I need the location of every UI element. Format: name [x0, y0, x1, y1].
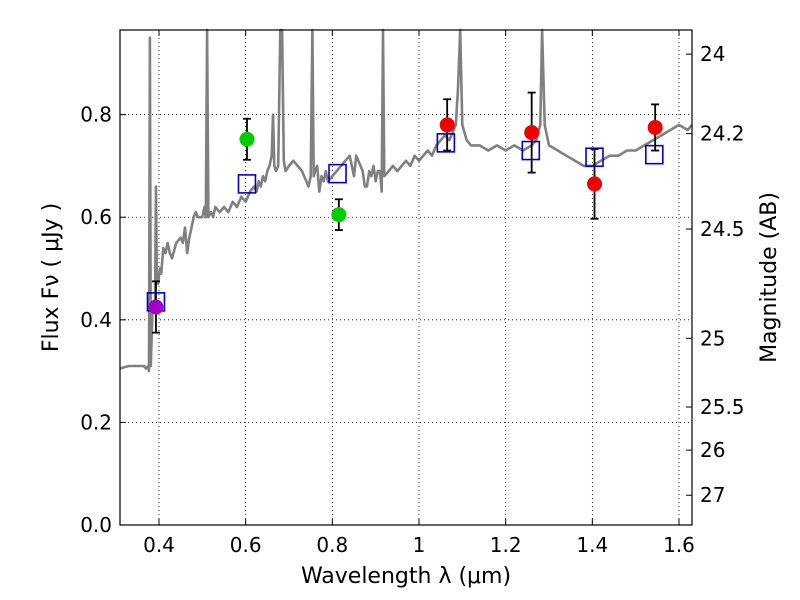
model-sed-line: [119, 28, 693, 373]
y2-tick-label: 25.5: [700, 395, 745, 419]
observed-point: [331, 207, 347, 223]
observed-photometry-layer: [148, 117, 663, 315]
observed-point: [439, 117, 455, 133]
observed-point: [239, 131, 255, 147]
y-tick-label: 0.8: [80, 103, 112, 127]
model-photometry-square: [237, 174, 257, 194]
observed-point: [587, 176, 602, 192]
x-tick-label: 1.2: [490, 533, 522, 557]
x-tick-label: 1.6: [663, 533, 695, 557]
tick-layer: 0.4 0.6 0.8 1 1.2 1.4 1.6 0.0 0.2 0.4 0.6 0.8 24 24.2…: [80, 30, 745, 557]
model-photometry-square: [328, 163, 347, 184]
y2-tick-label: 24.5: [700, 217, 745, 241]
y2-axis-label: Magnitude (AB): [757, 192, 782, 363]
model-photometry-square: [521, 140, 541, 161]
x-axis-label: Wavelength λ (μm): [301, 564, 511, 589]
y2-tick-label: 26: [700, 438, 725, 462]
x-tick-label: 0.8: [316, 533, 348, 557]
x-tick-label: 1: [413, 533, 426, 557]
y2-tick-label: 27: [700, 483, 725, 507]
model-sed-layer: [119, 28, 693, 373]
y2-tick-label: 25: [700, 326, 725, 350]
model-photometry-square: [585, 147, 604, 168]
plot-frame: [119, 29, 693, 526]
x-tick-label: 0.6: [230, 533, 262, 557]
observed-point: [148, 299, 164, 315]
y2-tick-label: 24.2: [700, 122, 745, 146]
observed-point: [647, 119, 663, 135]
y2-tick-label: 24: [700, 42, 725, 66]
y-tick-label: 0.4: [80, 308, 112, 332]
y-tick-label: 0.2: [80, 410, 112, 434]
y-axis-label: Flux Fν ( μJy ): [39, 203, 64, 352]
y-tick-label: 0.0: [80, 513, 112, 537]
model-photometry-layer: [146, 133, 664, 312]
model-photometry-square: [436, 133, 456, 153]
grid-layer: [120, 30, 692, 525]
x-tick-label: 1.4: [576, 533, 608, 557]
model-photometry-square: [644, 144, 664, 165]
observed-point: [524, 125, 540, 141]
y-tick-label: 0.6: [80, 205, 112, 229]
x-tick-label: 0.4: [143, 533, 175, 557]
